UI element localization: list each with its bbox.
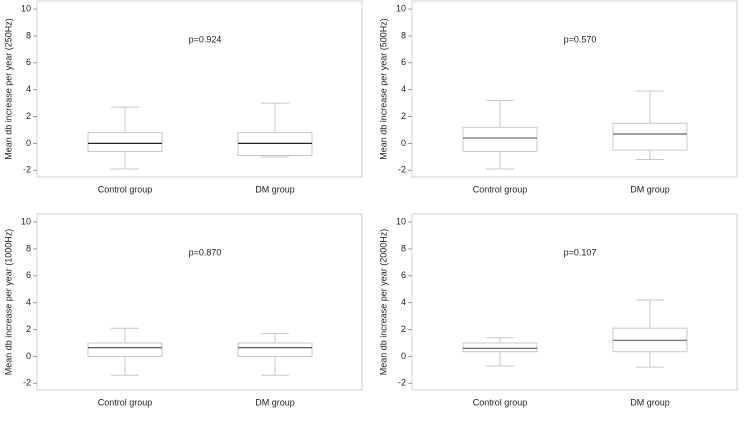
- y-tick-label: 0: [26, 351, 31, 361]
- y-tick-label: 10: [396, 3, 406, 13]
- y-tick-label: 8: [401, 243, 406, 253]
- y-tick-label: 4: [26, 84, 31, 94]
- y-tick-label: 2: [26, 324, 31, 334]
- box: [87, 342, 163, 357]
- annotation: p=0.570: [564, 34, 597, 44]
- x-tick-label: Control group: [473, 397, 528, 407]
- box: [462, 342, 538, 353]
- y-tick-label: 6: [26, 57, 31, 67]
- y-tick-label: 10: [396, 216, 406, 226]
- y-axis-label: Mean db increase per year (2000Hz): [378, 229, 388, 376]
- y-axis-label: Mean db increase per year (500Hz): [378, 18, 388, 160]
- x-tick-label: Control group: [98, 184, 153, 194]
- x-tick-label: Control group: [473, 184, 528, 194]
- y-axis-label: Mean db increase per year (1000Hz): [3, 229, 13, 376]
- box: [612, 122, 688, 151]
- y-tick-label: 8: [26, 30, 31, 40]
- y-tick-label: 10: [21, 216, 31, 226]
- y-tick-label: 4: [26, 297, 31, 307]
- y-tick-label: 2: [401, 111, 406, 121]
- y-tick-label: 6: [401, 57, 406, 67]
- y-tick-label: -2: [398, 165, 406, 175]
- box: [237, 342, 313, 357]
- y-tick-label: -2: [23, 165, 31, 175]
- annotation: p=0.870: [189, 247, 222, 257]
- x-tick-label: DM group: [630, 184, 670, 194]
- plot-frame: [36, 213, 363, 391]
- y-tick-label: 2: [401, 324, 406, 334]
- plot-frame: [411, 0, 738, 178]
- x-tick-label: DM group: [630, 397, 670, 407]
- x-tick-label: DM group: [255, 397, 295, 407]
- y-tick-label: -2: [23, 378, 31, 388]
- x-tick-label: DM group: [255, 184, 295, 194]
- y-tick-label: 4: [401, 84, 406, 94]
- box: [237, 132, 313, 157]
- y-tick-label: 4: [401, 297, 406, 307]
- annotation: p=0.924: [189, 34, 222, 44]
- y-tick-label: 8: [401, 30, 406, 40]
- plot-frame: [411, 213, 738, 391]
- y-tick-label: 10: [21, 3, 31, 13]
- box: [462, 126, 538, 152]
- y-tick-label: 6: [401, 270, 406, 280]
- box: [87, 132, 163, 152]
- y-tick-label: 8: [26, 243, 31, 253]
- y-tick-label: 6: [26, 270, 31, 280]
- y-tick-label: 0: [401, 351, 406, 361]
- y-tick-label: 0: [401, 138, 406, 148]
- plot-frame: [36, 0, 363, 178]
- y-tick-label: 0: [26, 138, 31, 148]
- y-tick-label: -2: [398, 378, 406, 388]
- y-axis-label: Mean db increase per year (250Hz): [3, 18, 13, 160]
- y-tick-label: 2: [26, 111, 31, 121]
- annotation: p=0.107: [564, 247, 597, 257]
- x-tick-label: Control group: [98, 397, 153, 407]
